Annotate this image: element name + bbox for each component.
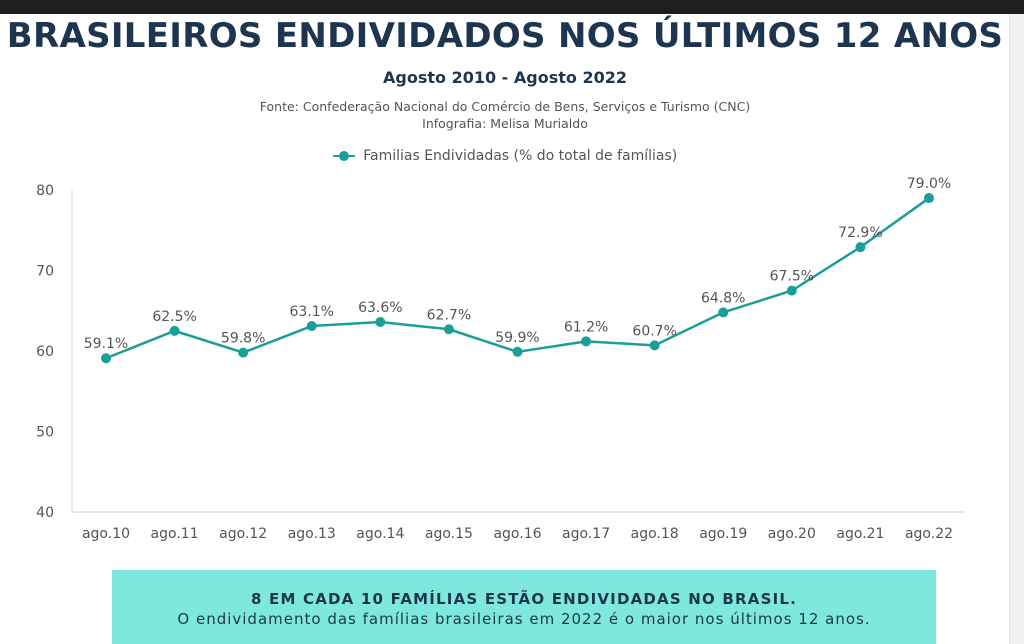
data-point (169, 325, 180, 336)
x-tick-labels: ago.10 ago.11 ago.12 ago.13 ago.14 ago.15 ago.… (82, 526, 953, 542)
data-point (786, 285, 797, 296)
chart-subtitle: Agosto 2010 - Agosto 2022 (383, 68, 627, 87)
x-tick-label: ago.21 (836, 526, 884, 542)
x-tick-label: ago.15 (425, 526, 473, 542)
data-label: 59.9% (495, 330, 539, 346)
data-point (649, 340, 660, 351)
legend-label: Familias Endividadas (% do total de famí… (363, 148, 678, 164)
data-point (855, 242, 866, 253)
y-tick-label: 80 (36, 183, 54, 199)
data-label: 67.5% (770, 269, 814, 285)
x-tick-label: ago.11 (151, 526, 199, 542)
legend: Familias Endividadas (% do total de famí… (0, 148, 1010, 164)
data-point (512, 346, 523, 357)
y-tick-label: 40 (36, 505, 54, 521)
data-label: 61.2% (564, 319, 608, 335)
x-tick-label: ago.22 (905, 526, 953, 542)
y-tick-label: 60 (36, 344, 54, 360)
data-point (101, 353, 111, 364)
x-tick-label: ago.19 (699, 526, 747, 542)
x-tick-label: ago.13 (288, 526, 336, 542)
top-bar (0, 0, 1024, 14)
banner-text: O endividamento das famílias brasileiras… (177, 610, 871, 628)
data-label: 63.6% (358, 300, 402, 316)
data-label: 62.5% (152, 309, 196, 325)
x-tick-label: ago.20 (768, 526, 816, 542)
data-label: 72.9% (838, 225, 882, 241)
data-label: 59.1% (84, 336, 128, 352)
x-tick-label: ago.17 (562, 526, 610, 542)
x-tick-label: ago.18 (631, 526, 679, 542)
data-label: 62.7% (427, 307, 471, 323)
data-labels: 59.1% 62.5% 59.8% 63.1% 63.6% 62.7% 59.9% 61.2%… (84, 176, 951, 352)
data-point (581, 336, 592, 347)
data-label: 59.8% (221, 331, 265, 347)
data-point (443, 324, 454, 335)
data-point (375, 317, 386, 328)
credit-line: Infografia: Melisa Murialdo (422, 116, 588, 131)
data-points (101, 193, 934, 364)
data-point (718, 307, 729, 318)
data-label: 64.8% (701, 290, 745, 306)
legend-marker (332, 151, 355, 161)
x-tick-label: ago.10 (82, 526, 130, 542)
source-note: Fonte: Confederação Nacional do Comércio… (0, 98, 1010, 132)
chart-title: BRASILEIROS ENDIVIDADOS NOS ÚLTIMOS 12 A… (6, 16, 1004, 56)
data-label: 79.0% (907, 176, 951, 192)
y-tick-label: 50 (36, 425, 54, 441)
info-banner: 8 EM CADA 10 FAMÍLIAS ESTÃO ENDIVIDADAS … (112, 570, 936, 644)
data-label: 63.1% (290, 304, 334, 320)
data-label: 60.7% (632, 323, 676, 339)
data-point (924, 193, 934, 204)
data-point (306, 321, 317, 332)
x-tick-label: ago.12 (219, 526, 267, 542)
data-point (238, 347, 249, 358)
source-line: Fonte: Confederação Nacional do Comércio… (259, 99, 751, 114)
y-tick-labels: 40 50 60 70 80 (36, 183, 54, 521)
x-tick-label: ago.16 (493, 526, 541, 542)
scrollbar[interactable] (1009, 14, 1024, 644)
chart-axes (71, 190, 965, 513)
banner-headline: 8 EM CADA 10 FAMÍLIAS ESTÃO ENDIVIDADAS … (250, 590, 798, 608)
x-tick-label: ago.14 (356, 526, 404, 542)
y-tick-label: 70 (36, 264, 54, 280)
